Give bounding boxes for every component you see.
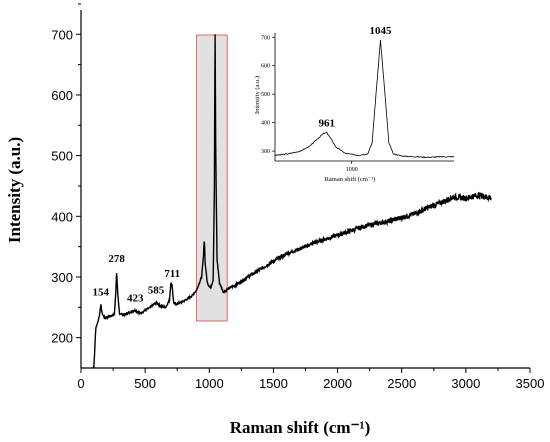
peak-label: 585 <box>148 284 165 296</box>
inset-x-tick-label: 1000 <box>346 167 358 173</box>
inset-background <box>275 33 454 161</box>
x-tick-label: 0 <box>77 376 84 391</box>
x-tick-label: 2000 <box>323 376 352 391</box>
x-tick-label: 1000 <box>195 376 224 391</box>
peak-label: 154 <box>93 286 110 298</box>
main-axes: 0 500 1000 1500 2000 2500 3000 3500 200 300 400 500… <box>51 3 545 391</box>
inset-y-tick-label: 300 <box>261 149 270 155</box>
main-peak-labels: 154 278 423 585 711 <box>93 253 181 304</box>
inset-y-tick-label: 500 <box>261 92 270 98</box>
inset-y-tick-label: 400 <box>261 121 270 127</box>
inset-axes: 1000 300 400 500 600 700 <box>261 33 454 173</box>
y-tick-label: 600 <box>51 88 73 103</box>
inset-peak-label: 961 <box>319 118 336 130</box>
x-tick-label: 500 <box>134 376 156 391</box>
y-axis-title: Intensity (a.u.) <box>5 137 24 243</box>
peak-label: 278 <box>108 253 125 265</box>
inset-chart: 1000 300 400 500 600 700 961 1045 Raman shift … <box>254 25 455 183</box>
inset-x-axis-title: Raman shift (cm⁻¹) <box>325 176 376 183</box>
x-tick-label: 3500 <box>516 376 545 391</box>
peak-label: 711 <box>164 268 180 280</box>
inset-y-tick-label: 700 <box>261 35 270 41</box>
y-tick-label: 500 <box>51 149 73 164</box>
inset-y-axis-title: Intensity (a.u.) <box>254 76 261 114</box>
peak-label: 423 <box>127 292 144 304</box>
inset-series-line <box>275 39 455 159</box>
x-axis-title: Raman shift (cm⁻¹) <box>230 418 371 437</box>
inset-peak-label: 1045 <box>369 25 392 37</box>
y-tick-label: 400 <box>51 209 73 224</box>
x-tick-label: 3000 <box>451 376 480 391</box>
inset-y-tick-label: 600 <box>261 64 270 70</box>
inset-peak-labels: 961 1045 <box>319 25 392 129</box>
main-series-line <box>92 34 492 369</box>
y-tick-label: 700 <box>51 27 73 42</box>
x-tick-label: 1500 <box>259 376 288 391</box>
x-tick-label: 2500 <box>387 376 416 391</box>
y-tick-label: 200 <box>51 331 73 346</box>
y-tick-label: 300 <box>51 270 73 285</box>
